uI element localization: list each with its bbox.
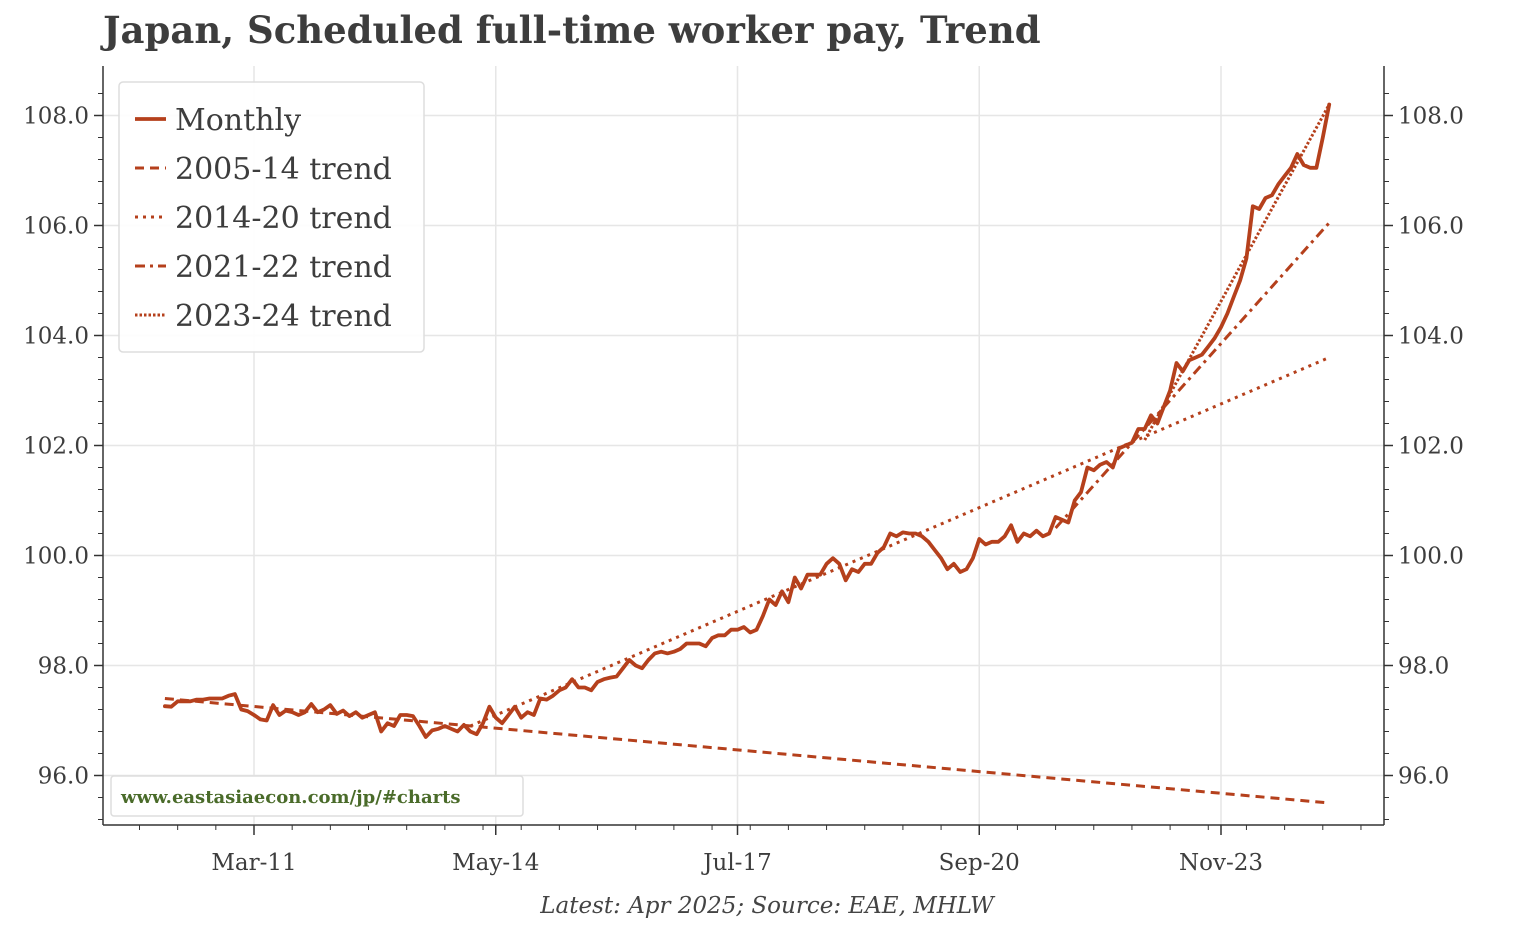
x-tick-label: Jul-17 (701, 850, 771, 876)
axes: Mar-11 May-14 Jul-17 Sep-20 Nov-23 96.0 96.0 98… (23, 93, 1464, 876)
legend-label-trend-2005-14: 2005-14 trend (175, 152, 392, 187)
y-tick-label-right: 98.0 (1398, 654, 1449, 680)
y-tick-label-left: 108.0 (23, 104, 89, 130)
y-tick-label-left: 106.0 (23, 214, 89, 240)
y-tick-label-right: 100.0 (1398, 544, 1464, 570)
watermark-box (110, 775, 524, 817)
legend: Monthly 2005-14 trend 2014-20 trend 2021-22… (118, 81, 425, 353)
y-tick-label-left: 98.0 (38, 654, 89, 680)
series-lines (162, 102, 1332, 805)
legend-box (118, 81, 425, 353)
chart-title: Japan, Scheduled full-time worker pay, T… (103, 8, 1041, 52)
watermark: www.eastasiaecon.com/jp/#charts (110, 775, 524, 817)
y-tick-label-left: 100.0 (23, 544, 89, 570)
y-tick-label-left: 102.0 (23, 434, 89, 460)
x-tick-label: Mar-11 (211, 850, 296, 876)
y-tick-label-right: 106.0 (1398, 214, 1464, 240)
legend-label-monthly: Monthly (175, 103, 301, 138)
series-line-trend-2023-24 (1143, 103, 1331, 441)
y-tick-label-right: 102.0 (1398, 434, 1464, 460)
y-tick-label-right: 104.0 (1398, 324, 1464, 350)
x-tick-label: May-14 (452, 850, 539, 876)
x-tick-label: Nov-23 (1179, 850, 1263, 876)
y-tick-label-left: 104.0 (23, 324, 89, 350)
grid (103, 66, 1384, 825)
source-footer: Latest: Apr 2025; Source: EAE, MHLW (540, 893, 994, 919)
y-tick-label-right: 96.0 (1398, 764, 1449, 790)
legend-label-trend-2014-20: 2014-20 trend (175, 201, 392, 236)
legend-label-trend-2021-22: 2021-22 trend (175, 250, 392, 285)
series-line-trend-2014-20 (469, 356, 1330, 728)
x-tick-label: Sep-20 (939, 850, 1020, 876)
y-tick-label-right: 108.0 (1398, 104, 1464, 130)
legend-label-trend-2023-24: 2023-24 trend (175, 299, 392, 334)
series-line-monthly (162, 102, 1332, 739)
watermark-text: www.eastasiaecon.com/jp/#charts (120, 787, 461, 808)
y-tick-label-left: 96.0 (38, 764, 89, 790)
